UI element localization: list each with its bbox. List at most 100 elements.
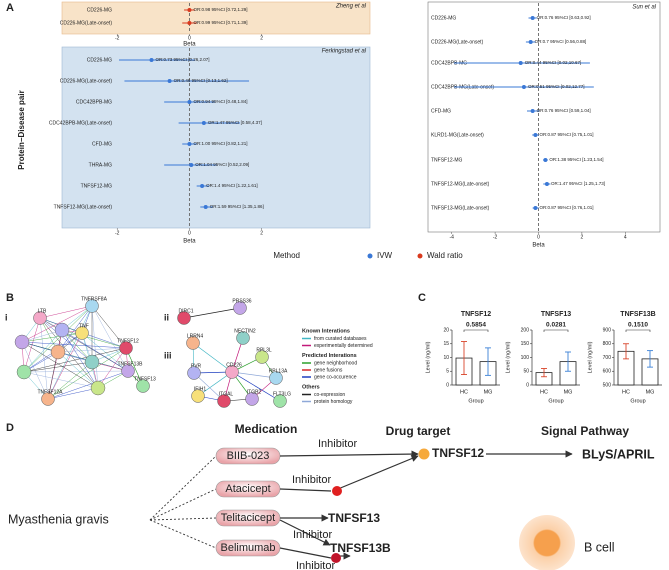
- row-label: TNFSF12-MG: [431, 157, 463, 163]
- network-label: iii: [164, 350, 172, 360]
- node-label: TNFSF13: [134, 376, 156, 382]
- row-label: KLRD1-MG(Late-onset): [431, 132, 484, 138]
- y-axis-label: Level (ng/ml): [425, 341, 431, 373]
- or-label: OR:0.76 95%CI [0.59,1.04]: [537, 108, 591, 113]
- network-node: [41, 392, 55, 406]
- network-node: [33, 311, 47, 325]
- network-edge: [23, 305, 93, 373]
- target-label: TNFSF13B: [330, 541, 391, 555]
- panel-background: [61, 46, 371, 229]
- network-node: [233, 301, 247, 315]
- node-label: RPL13A: [269, 368, 288, 374]
- network-edge: [57, 351, 99, 389]
- significance-bracket: [463, 329, 489, 332]
- or-label: OR:0.87 95%CI [0.76,1.01]: [539, 205, 593, 210]
- or-label: OR:0.99 95%CI [0.71,1.39]: [193, 20, 247, 25]
- network-node: [121, 364, 135, 378]
- network-edge: [61, 329, 99, 389]
- or-label: OR:0.7 95%CI [0.56,0.88]: [535, 39, 587, 44]
- or-label: OR:1.59 95%CI [1.35,1.86]: [210, 204, 264, 209]
- arrow: [279, 519, 331, 546]
- network-edge: [197, 371, 233, 397]
- panel-background: [61, 1, 371, 35]
- x-tick-label: HC: [460, 389, 468, 395]
- y-tick-label: 5: [446, 369, 449, 375]
- network-edge: [193, 372, 225, 402]
- node-label: RPL3L: [256, 347, 272, 353]
- or-label: OR:1.00 95%CI [0.82,1.21]: [193, 141, 247, 146]
- relation-label: Inhibitor: [293, 529, 332, 541]
- point-estimate: [203, 205, 208, 209]
- y-tick-label: 15: [443, 341, 449, 347]
- relation-label: Inhibitor: [292, 474, 331, 486]
- x-tick-label: HC: [622, 389, 630, 395]
- network-node: [14, 334, 30, 350]
- network-node: [217, 394, 231, 408]
- network-edge: [231, 371, 277, 379]
- signal-label: BLyS/APRIL: [582, 447, 655, 461]
- point-estimate: [149, 58, 154, 62]
- panel-label: A: [6, 2, 14, 14]
- row-label: THRA-MG: [89, 162, 112, 168]
- x-tick-label: -4: [449, 234, 454, 240]
- chart-title: TNFSF12: [461, 311, 491, 318]
- or-label: OR:1.38 95%CI [1.23,1.54]: [549, 157, 603, 162]
- point-estimate: [521, 85, 526, 89]
- node-label: TNFSF12: [117, 338, 139, 344]
- x-tick-label: -2: [115, 230, 120, 236]
- dashed-connector: [149, 455, 217, 521]
- legend-title: Method: [273, 251, 300, 260]
- network-node: [119, 341, 133, 355]
- point-estimate: [544, 182, 549, 186]
- or-label: OR:1.04 95%CI [0.52,2.09]: [195, 162, 249, 167]
- network-node: [187, 366, 201, 380]
- legend-marker: [367, 253, 373, 259]
- panel-subtitle: Sun et al: [632, 5, 656, 11]
- point-estimate: [187, 21, 192, 25]
- network-edge: [47, 305, 93, 400]
- y-tick-label: 20: [443, 327, 449, 333]
- target-node: [418, 448, 430, 460]
- dashed-connector: [149, 519, 217, 549]
- network-label: ii: [164, 312, 169, 322]
- network-node: [136, 379, 150, 393]
- network-edge: [47, 370, 129, 400]
- cell-icon: [519, 515, 575, 570]
- network-edge: [97, 347, 127, 389]
- legend-label: gene fusions: [314, 367, 343, 373]
- network-edge: [61, 329, 127, 349]
- or-label: OR:1.47 95%CI [1.25,1.73]: [551, 181, 605, 186]
- chart-title: TNFSF13B: [620, 311, 655, 318]
- point-estimate: [200, 184, 205, 188]
- legend-label: gene co-occurence: [314, 374, 357, 380]
- node-label: NECTIN2: [234, 328, 256, 334]
- legend-heading: Known Interations: [302, 328, 350, 334]
- y-tick-label: 900: [603, 327, 612, 333]
- cell-label: B cell: [584, 540, 615, 554]
- network-edge: [231, 371, 281, 402]
- point-estimate: [189, 163, 194, 167]
- node-label: ITGB2: [247, 389, 262, 395]
- panel-label: C: [418, 292, 426, 304]
- node-label: ITGAL: [219, 391, 234, 397]
- x-tick-label: 0: [537, 234, 540, 240]
- or-label: OR:0.76 95%CI [0.63,0.92]: [537, 15, 591, 20]
- network-node: [54, 322, 70, 338]
- x-tick-label: MG: [646, 389, 655, 395]
- network-edge: [21, 341, 127, 349]
- network-node: [191, 389, 205, 403]
- point-estimate: [518, 61, 523, 65]
- y-axis-label: Level (ng/ml): [587, 341, 593, 373]
- disease-label: Myasthenia gravis: [8, 512, 109, 526]
- panel-label: D: [6, 422, 14, 434]
- network-label: i: [5, 312, 8, 322]
- row-label: CDC42BPB-MG: [431, 60, 467, 66]
- dashed-connector: [149, 488, 217, 521]
- inhibition-node: [332, 486, 342, 496]
- legend-label: from curated databases: [314, 336, 367, 342]
- column-header: Drug target: [386, 424, 451, 438]
- network-node: [177, 311, 191, 325]
- network-node: [255, 350, 269, 364]
- x-axis-label: Group: [468, 398, 483, 404]
